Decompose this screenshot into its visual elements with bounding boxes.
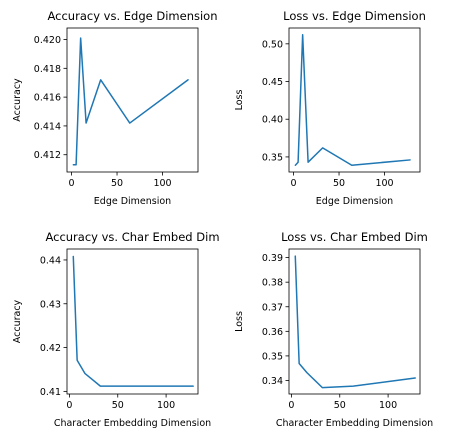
series-line	[294, 34, 411, 166]
series-line	[72, 255, 194, 387]
x-tick-label: 50	[112, 400, 124, 411]
y-tick-label: 0.36	[262, 327, 283, 338]
x-axis-label: Edge Dimension	[316, 196, 393, 207]
chart-title: Accuracy vs. Char Embed Dim	[45, 230, 219, 244]
y-tick-label: 0.50	[262, 39, 283, 50]
x-tick-label: 50	[333, 178, 345, 189]
y-tick-label: 0.35	[262, 351, 283, 362]
y-tick-label: 0.37	[262, 302, 283, 313]
y-axis-label: Accuracy	[12, 78, 23, 122]
x-axis-label: Edge Dimension	[94, 196, 171, 207]
y-tick-label: 0.42	[40, 343, 61, 354]
x-tick-label: 50	[334, 400, 346, 411]
chart-title: Loss vs. Edge Dimension	[283, 9, 426, 23]
chart-title: Loss vs. Char Embed Dim	[281, 230, 428, 244]
subplot-loss-vs-char-embed-dim: Loss vs. Char Embed Dim Character Embedd…	[234, 230, 433, 429]
axes-frame	[288, 27, 421, 173]
y-tick-label: 0.40	[262, 115, 283, 126]
y-axis-label: Loss	[234, 311, 245, 332]
y-tick-label: 0.420	[34, 35, 61, 46]
subplot-accuracy-vs-edge-dimension: Accuracy vs. Edge Dimension Edge Dimensi…	[12, 9, 218, 207]
series-line	[294, 255, 416, 389]
axes-frame	[66, 248, 199, 395]
y-tick-label: 0.45	[262, 77, 283, 88]
x-tick-label: 0	[66, 400, 72, 411]
y-tick-label: 0.414	[34, 121, 61, 132]
y-tick-label: 0.39	[262, 253, 283, 264]
y-tick-label: 0.44	[40, 255, 61, 266]
series-line	[72, 37, 189, 166]
axes-frame	[288, 248, 421, 395]
y-tick-label: 0.34	[262, 376, 283, 387]
x-axis-label: Character Embedding Dimension	[276, 418, 433, 429]
x-tick-label: 100	[379, 400, 397, 411]
y-tick-label: 0.38	[262, 278, 283, 289]
subplot-loss-vs-edge-dimension: Loss vs. Edge Dimension Edge Dimension L…	[234, 9, 426, 207]
x-tick-label: 0	[291, 178, 297, 189]
y-axis-label: Accuracy	[12, 299, 23, 343]
x-axis-label: Character Embedding Dimension	[54, 418, 211, 429]
y-tick-label: 0.35	[262, 152, 283, 163]
x-tick-label: 100	[153, 178, 171, 189]
x-tick-label: 100	[375, 178, 393, 189]
x-tick-label: 50	[111, 178, 123, 189]
subplot-accuracy-vs-char-embed-dim: Accuracy vs. Char Embed Dim Character Em…	[12, 230, 220, 429]
y-tick-label: 0.416	[34, 93, 61, 104]
chart-title: Accuracy vs. Edge Dimension	[48, 9, 218, 23]
y-tick-label: 0.41	[40, 387, 61, 398]
y-tick-label: 0.412	[34, 150, 61, 161]
y-tick-label: 0.418	[34, 64, 61, 75]
y-axis-label: Loss	[234, 90, 245, 111]
x-tick-label: 0	[69, 178, 75, 189]
x-tick-label: 0	[288, 400, 294, 411]
y-tick-label: 0.43	[40, 299, 61, 310]
axes-frame	[66, 27, 199, 173]
x-tick-label: 100	[157, 400, 175, 411]
